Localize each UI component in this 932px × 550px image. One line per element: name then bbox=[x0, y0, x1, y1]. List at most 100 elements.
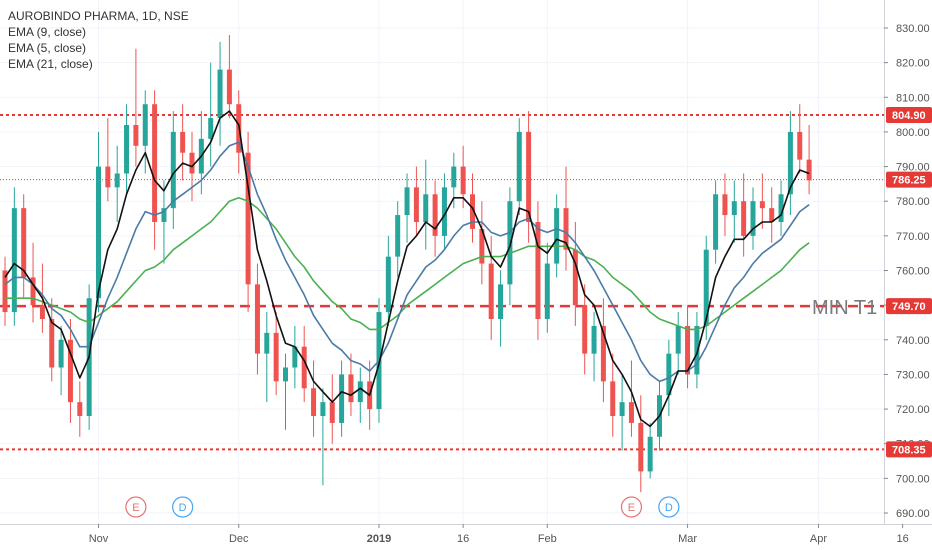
ema5-line bbox=[4, 110, 810, 428]
level-price-tag bbox=[886, 298, 932, 315]
legend-ema9: EMA (9, close) bbox=[8, 25, 87, 39]
y-tick-label: 690.00 bbox=[896, 508, 930, 520]
candle-body bbox=[628, 402, 634, 423]
y-tick-label: 800.00 bbox=[896, 127, 930, 139]
candle-body bbox=[404, 187, 410, 216]
candle-body bbox=[142, 104, 148, 146]
candle-body bbox=[39, 305, 45, 319]
candle-body bbox=[180, 131, 186, 153]
candle-body bbox=[441, 187, 447, 236]
candle-body bbox=[124, 125, 130, 174]
candle-body bbox=[301, 346, 307, 389]
candle-body bbox=[11, 208, 17, 313]
candle-body bbox=[647, 436, 653, 472]
candle-body bbox=[769, 208, 775, 222]
candle-body bbox=[189, 152, 195, 174]
candle-body bbox=[806, 159, 812, 181]
dividend-marker[interactable]: D bbox=[658, 496, 680, 518]
dividend-marker[interactable]: D bbox=[172, 496, 194, 518]
x-tick-label: Dec bbox=[229, 533, 249, 545]
min-t1-annotation: MIN T1 bbox=[812, 297, 877, 319]
candle-body bbox=[226, 69, 232, 105]
candle-body bbox=[339, 374, 345, 423]
x-tick-label: 16 bbox=[457, 533, 469, 545]
candle-body bbox=[413, 187, 419, 222]
candle-body bbox=[582, 305, 588, 354]
chart-title: AUROBINDO PHARMA, 1D, NSE bbox=[8, 9, 189, 23]
level-price-label: 786.25 bbox=[892, 175, 926, 187]
marker-label: E bbox=[132, 502, 139, 514]
x-tick-label: 16 bbox=[896, 533, 908, 545]
ema-lines bbox=[4, 110, 810, 428]
candle-body bbox=[21, 208, 27, 278]
candle-body bbox=[572, 249, 578, 306]
candle-body bbox=[217, 69, 223, 119]
legend-ema5: EMA (5, close) bbox=[8, 41, 87, 55]
candle-body bbox=[292, 346, 298, 368]
level-price-label: 749.70 bbox=[892, 301, 926, 313]
candle-body bbox=[675, 325, 681, 354]
marker-circle bbox=[620, 496, 643, 518]
candle-body bbox=[563, 208, 569, 250]
horizontal-levels bbox=[0, 113, 884, 451]
candle-body bbox=[507, 201, 513, 285]
candle-body bbox=[348, 374, 354, 403]
y-tick-label: 700.00 bbox=[896, 473, 930, 485]
y-tick-label: 740.00 bbox=[896, 335, 930, 347]
earnings-marker[interactable]: E bbox=[620, 496, 643, 518]
candle-body bbox=[526, 131, 532, 222]
candle-body bbox=[114, 173, 120, 188]
legend-ema21: EMA (21, close) bbox=[8, 57, 93, 71]
price-axis-bg bbox=[884, 0, 932, 550]
candle-body bbox=[544, 263, 550, 319]
y-tick-label: 720.00 bbox=[896, 404, 930, 416]
level-price-tag bbox=[886, 106, 932, 123]
candle-body bbox=[49, 319, 55, 368]
candle-body bbox=[133, 125, 139, 146]
candle-body bbox=[170, 131, 176, 209]
y-tick-label: 810.00 bbox=[896, 92, 930, 104]
candle-body bbox=[161, 208, 167, 222]
candle-body bbox=[685, 325, 691, 375]
candle-body bbox=[797, 131, 803, 160]
candle-body bbox=[554, 208, 560, 264]
candle-body bbox=[432, 194, 438, 236]
candle-body bbox=[152, 104, 158, 222]
marker-label: D bbox=[665, 502, 673, 514]
marker-circle bbox=[172, 496, 194, 518]
candle-body bbox=[694, 325, 700, 375]
candle-body bbox=[283, 367, 288, 382]
ema9-line bbox=[4, 141, 810, 383]
earnings-marker[interactable]: E bbox=[125, 496, 147, 518]
candle-body bbox=[460, 166, 466, 195]
candle-body bbox=[357, 381, 363, 403]
level-price-tag bbox=[886, 171, 932, 188]
candle-body bbox=[96, 166, 101, 299]
candle-body bbox=[77, 402, 83, 416]
grid bbox=[0, 0, 904, 524]
candle-body bbox=[320, 402, 326, 416]
x-tick-label: Feb bbox=[538, 533, 557, 545]
candle-body bbox=[713, 194, 719, 250]
marker-circle bbox=[125, 496, 147, 518]
x-tick-label: 2019 bbox=[367, 533, 391, 545]
y-tick-label: 780.00 bbox=[896, 196, 930, 208]
y-tick-label: 770.00 bbox=[896, 231, 930, 243]
candle-body bbox=[2, 270, 8, 313]
candle-body bbox=[264, 332, 270, 354]
candle-body bbox=[638, 422, 644, 472]
candle-body bbox=[759, 201, 765, 209]
y-tick-label: 760.00 bbox=[896, 266, 930, 278]
y-tick-label: 830.00 bbox=[896, 23, 930, 35]
candle-body bbox=[385, 256, 391, 313]
candle-body bbox=[610, 381, 616, 416]
candle-body bbox=[254, 284, 260, 354]
y-tick-label: 730.00 bbox=[896, 369, 930, 381]
candle-body bbox=[311, 388, 317, 416]
candle-body bbox=[666, 353, 672, 396]
candle-body bbox=[750, 201, 756, 236]
x-tick-label: Apr bbox=[810, 533, 827, 545]
